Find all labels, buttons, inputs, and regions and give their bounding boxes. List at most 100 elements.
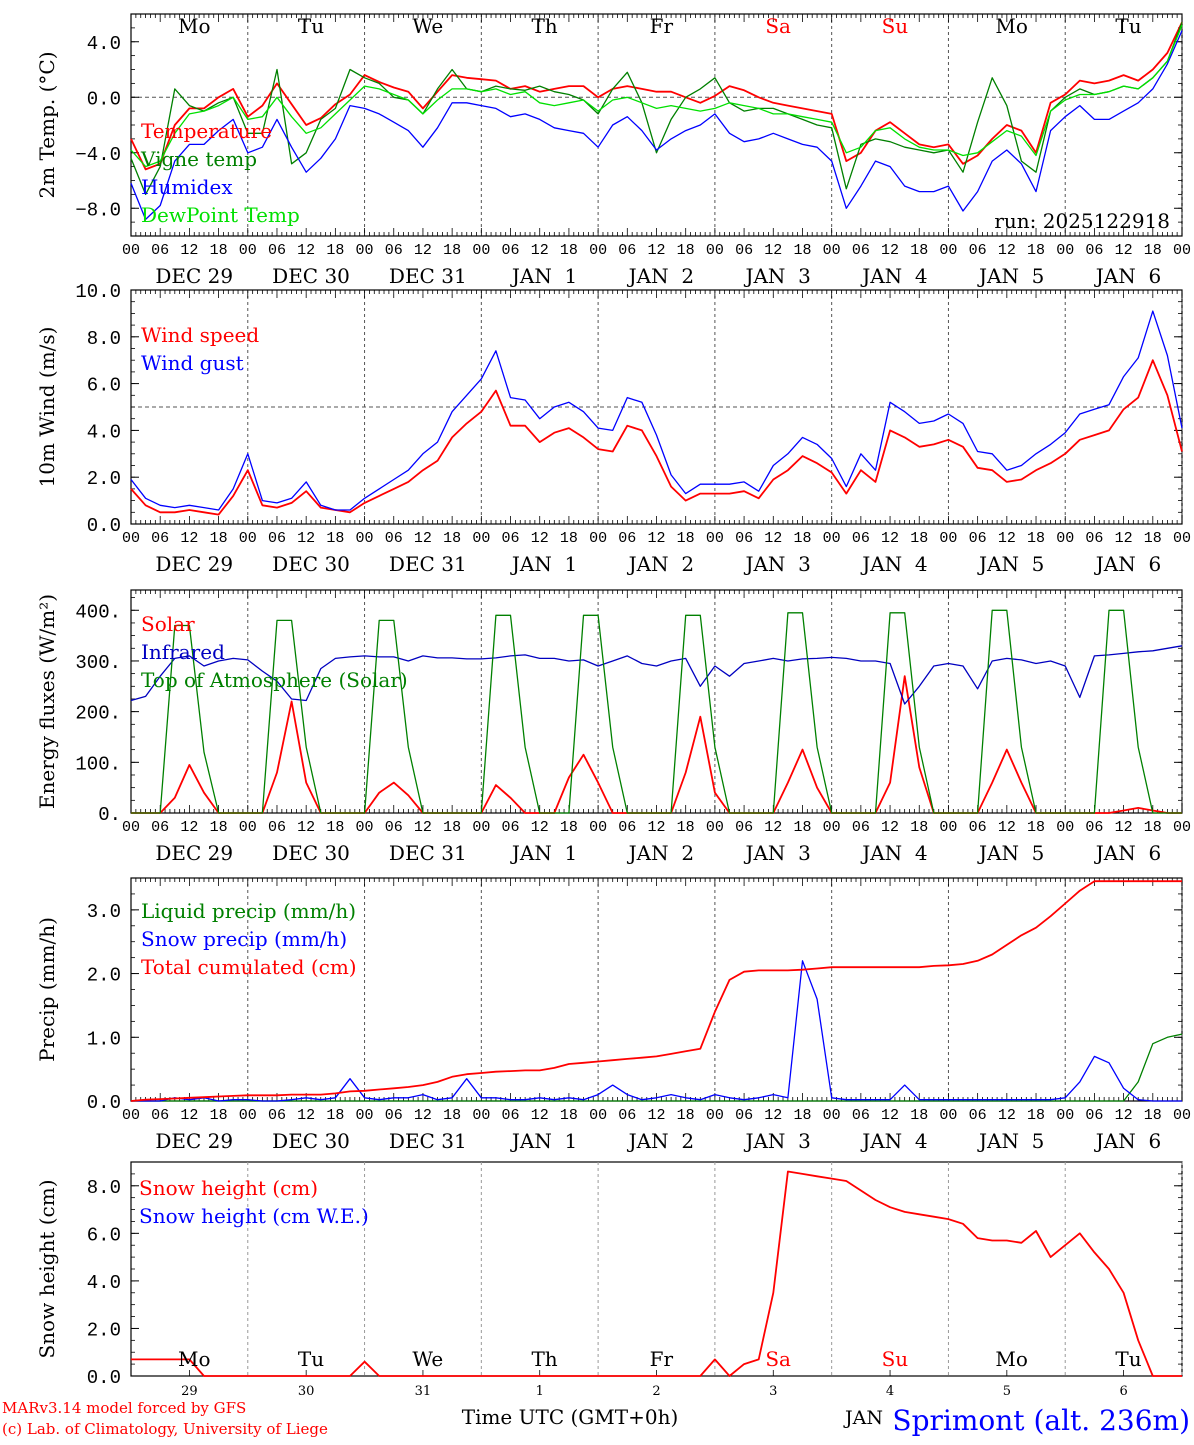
- hour-tick-label: 00: [706, 1107, 724, 1124]
- hour-tick-label: 00: [589, 242, 607, 259]
- hour-tick-label: 00: [1173, 819, 1191, 836]
- y-tick-label: 400.: [75, 601, 121, 623]
- hour-tick-label: 00: [939, 819, 957, 836]
- series-line-vigne-temp: [130, 22, 1183, 196]
- hour-tick-label: 12: [764, 819, 782, 836]
- legend-entry: Temperature: [141, 119, 272, 143]
- hour-tick-label: 06: [735, 242, 753, 259]
- date-label: JAN 3: [743, 1129, 810, 1153]
- date-label: JAN 1: [510, 264, 577, 288]
- date-label: JAN 5: [977, 1129, 1044, 1153]
- panel-2: 0.0 2.0 4.0 6.0 8.0 10.0 10m Wind (m/s) Wind sp…: [35, 281, 1191, 576]
- legend-entry: Top of Atmosphere (Solar): [141, 668, 408, 692]
- hour-tick-label: 00: [706, 819, 724, 836]
- day-name-label: Su: [882, 1347, 909, 1371]
- hour-tick-label: 00: [939, 242, 957, 259]
- hour-tick-label: 06: [385, 530, 403, 547]
- hour-tick-label: 00: [823, 242, 841, 259]
- date-label: JAN 6: [1094, 1129, 1161, 1153]
- day-name-label: Th: [531, 1347, 557, 1371]
- hour-tick-label: 06: [852, 530, 870, 547]
- hour-tick-label: 06: [385, 242, 403, 259]
- y-tick-label: 6.0: [87, 1224, 121, 1246]
- hour-tick-label: 06: [385, 819, 403, 836]
- day-name-label: Fr: [650, 1347, 674, 1371]
- hour-tick-label: 12: [881, 242, 899, 259]
- hour-tick-label: 00: [356, 242, 374, 259]
- hour-tick-label: 06: [151, 1107, 169, 1124]
- hour-tick-label: 18: [793, 1107, 811, 1124]
- date-label: JAN 6: [1094, 552, 1161, 576]
- panel-4: 0.0 1.0 2.0 3.0 Precip (mm/h) Liquid precip (…: [35, 877, 1191, 1153]
- date-label: DEC 30: [272, 1129, 350, 1153]
- legend-entry: Humidex: [141, 175, 233, 199]
- date-label: JAN 1: [510, 1129, 577, 1153]
- y-tick-label: 0.0: [87, 515, 121, 537]
- hour-tick-label: 18: [677, 819, 695, 836]
- hour-tick-label: 18: [210, 819, 228, 836]
- hour-tick-label: 06: [502, 242, 520, 259]
- series-line-wind-speed: [130, 359, 1183, 516]
- hour-tick-label: 00: [939, 1107, 957, 1124]
- y-tick-label: 100.: [75, 753, 121, 775]
- hour-tick-label: 12: [1115, 819, 1133, 836]
- legend-entry: Wind speed: [141, 323, 259, 347]
- hour-tick-label: 00: [706, 530, 724, 547]
- hour-tick-label: 06: [151, 530, 169, 547]
- hour-tick-label: 18: [677, 242, 695, 259]
- y-tick-label: 200.: [75, 703, 121, 725]
- hour-tick-label: 00: [472, 530, 490, 547]
- run-label: run: 2025122918: [994, 209, 1170, 233]
- hour-tick-label: 06: [735, 530, 753, 547]
- day-name-label: Sa: [765, 14, 791, 38]
- hour-tick-label: 12: [647, 242, 665, 259]
- date-label: JAN 1: [510, 552, 577, 576]
- hour-tick-label: 18: [910, 530, 928, 547]
- hour-tick-label: 06: [969, 1107, 987, 1124]
- date-label: JAN 2: [627, 841, 694, 865]
- hour-tick-label: 12: [531, 530, 549, 547]
- hour-tick-label: 06: [268, 530, 286, 547]
- y-tick-label: 10.0: [75, 281, 121, 303]
- y-tick-label: 2.0: [87, 468, 121, 490]
- hour-tick-label: 00: [823, 819, 841, 836]
- date-label: DEC 31: [389, 1129, 467, 1153]
- day-number-label: 29: [181, 1384, 198, 1399]
- hour-tick-label: 18: [1027, 819, 1045, 836]
- y-tick-label: 0.0: [87, 1367, 121, 1389]
- y-tick-label: 0.0: [87, 88, 121, 110]
- hour-tick-label: 12: [1115, 1107, 1133, 1124]
- hour-tick-label: 06: [618, 819, 636, 836]
- date-label: JAN 2: [627, 1129, 694, 1153]
- hour-tick-label: 12: [297, 242, 315, 259]
- date-label: JAN 5: [977, 841, 1044, 865]
- hour-tick-label: 12: [531, 242, 549, 259]
- series-line-dewpoint-temp: [130, 24, 1183, 168]
- hour-tick-label: 12: [297, 819, 315, 836]
- day-name-label: Fr: [650, 14, 674, 38]
- date-label: JAN 6: [1094, 841, 1161, 865]
- hour-tick-label: 00: [1056, 530, 1074, 547]
- series-line-snow-height-cm-: [131, 1170, 1182, 1377]
- hour-tick-label: 18: [1144, 530, 1162, 547]
- date-label: DEC 31: [389, 552, 467, 576]
- hour-tick-label: 12: [998, 242, 1016, 259]
- day-number-label: 3: [769, 1384, 777, 1399]
- day-name-label: Mo: [178, 1347, 211, 1371]
- day-name-label: Th: [531, 14, 557, 38]
- day-name-label: Tu: [298, 1347, 324, 1371]
- date-label: DEC 31: [389, 841, 467, 865]
- y-axis-label: 2m Temp. (°C): [35, 51, 59, 198]
- hour-tick-label: 06: [969, 819, 987, 836]
- hour-tick-label: 18: [443, 242, 461, 259]
- hour-tick-label: 00: [472, 819, 490, 836]
- panel-1: −8.0 −4.0 0.0 4.0 2m Temp. (°C) Temperature Vi…: [35, 13, 1191, 288]
- hour-tick-label: 18: [560, 819, 578, 836]
- date-label: JAN 3: [743, 264, 810, 288]
- hour-tick-label: 00: [122, 242, 140, 259]
- series-line-humidex: [130, 30, 1183, 221]
- hour-tick-label: 12: [881, 530, 899, 547]
- hour-tick-label: 06: [385, 1107, 403, 1124]
- y-tick-label: 0.: [98, 804, 121, 826]
- hour-tick-label: 06: [502, 530, 520, 547]
